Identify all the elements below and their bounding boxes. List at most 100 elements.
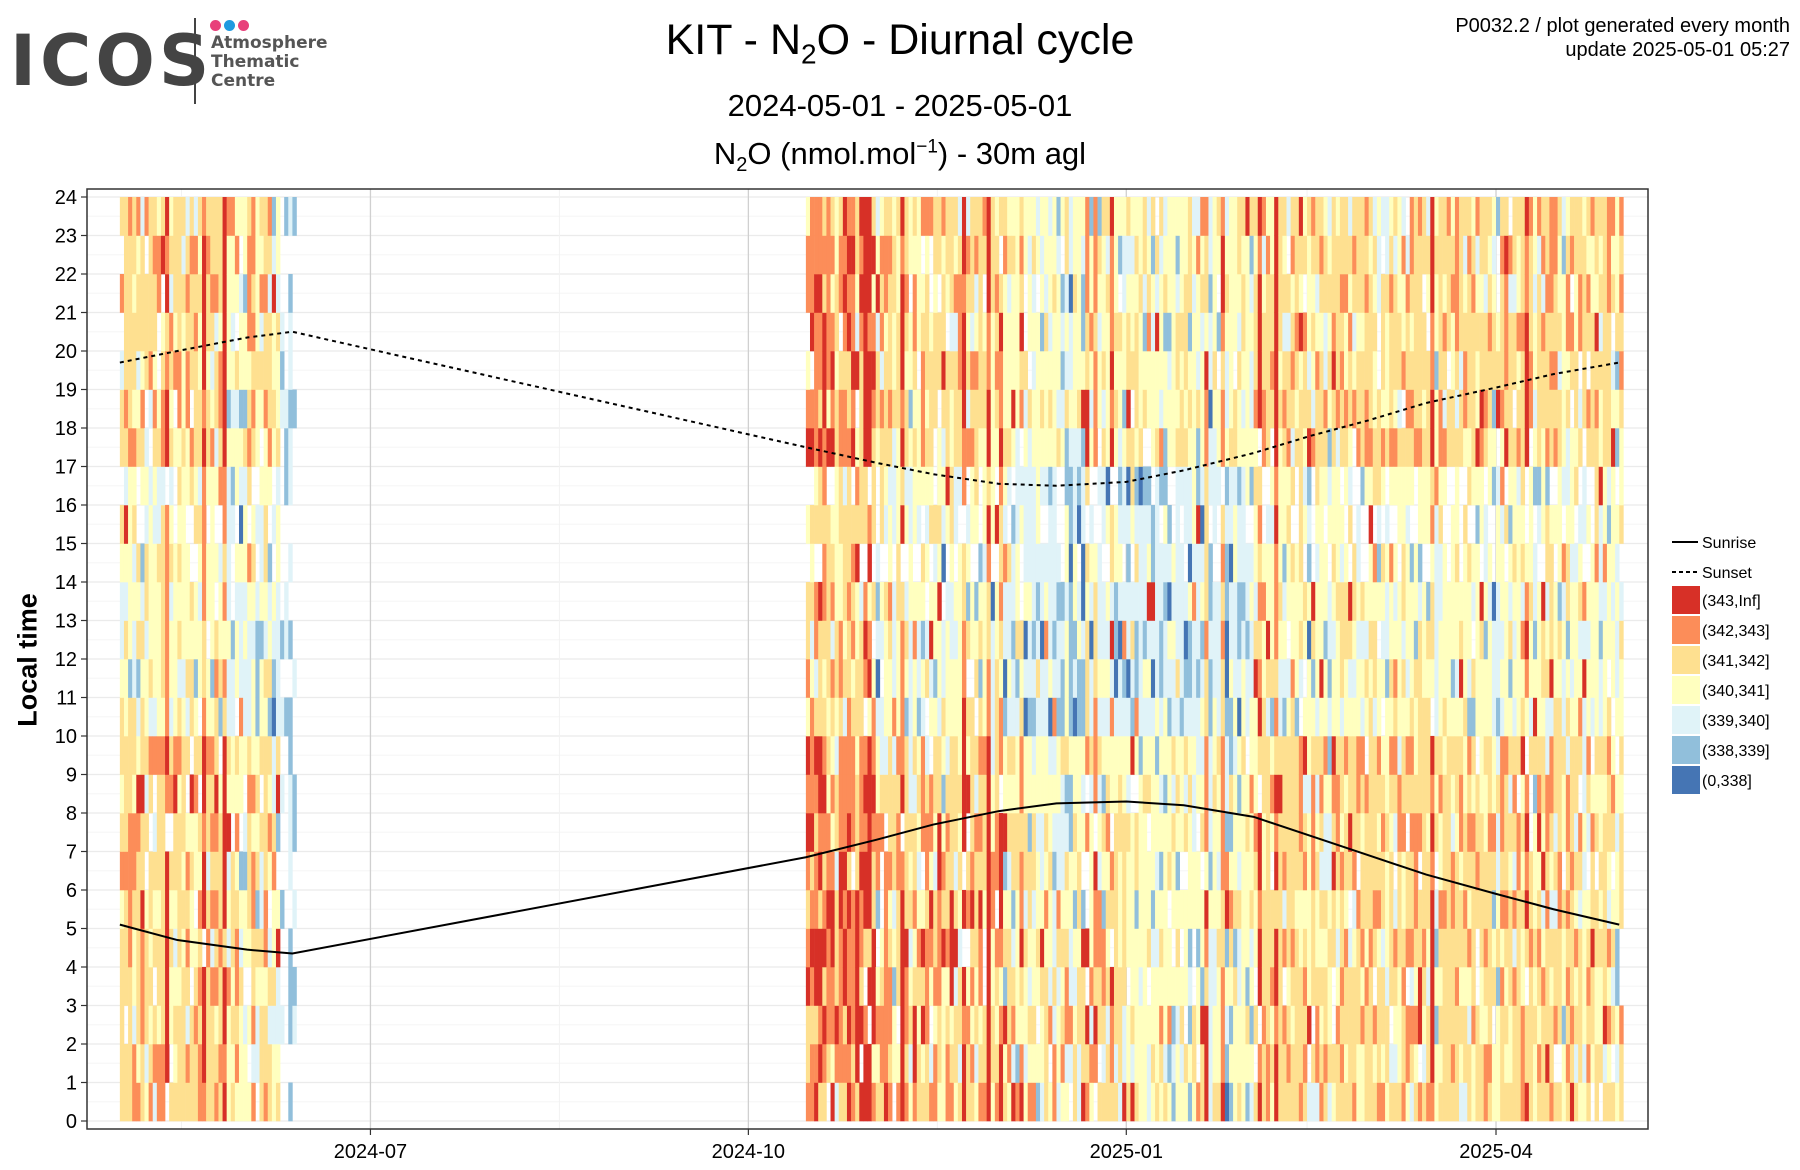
heatmap-cell <box>814 582 819 621</box>
heatmap-cell <box>1044 659 1049 698</box>
heatmap-cell <box>1257 890 1263 929</box>
heatmap-cell <box>1142 774 1148 814</box>
heatmap-cell <box>953 890 959 929</box>
heatmap-cell <box>1035 851 1041 891</box>
heatmap-cell <box>1450 351 1456 390</box>
heatmap-cell <box>1241 312 1246 352</box>
heatmap-cell <box>271 351 277 390</box>
heatmap-cell <box>1282 813 1287 852</box>
heatmap-cell <box>1216 1005 1222 1045</box>
heatmap-cell <box>1072 1082 1078 1122</box>
heatmap-cell <box>1261 543 1267 583</box>
heatmap-cell <box>238 505 244 544</box>
heatmap-cell <box>1360 928 1365 968</box>
heatmap-cell <box>859 813 864 852</box>
heatmap-cell <box>1171 1082 1176 1122</box>
heatmap-cell <box>1035 582 1041 621</box>
heatmap-cell <box>1311 235 1316 275</box>
heatmap-cell <box>805 582 811 621</box>
heatmap-cell <box>1155 697 1160 737</box>
heatmap-cell <box>271 1044 277 1083</box>
heatmap-cell <box>855 1082 860 1122</box>
heatmap-cell <box>1278 620 1283 660</box>
heatmap-cell <box>1253 428 1259 467</box>
heatmap-cell <box>838 967 844 1006</box>
heatmap-cell <box>826 197 831 236</box>
heatmap-cell <box>998 1044 1004 1083</box>
heatmap-cell <box>1150 389 1156 429</box>
heatmap-cell <box>912 1082 918 1122</box>
heatmap-cell <box>119 813 125 852</box>
heatmap-cell <box>1368 813 1374 852</box>
heatmap-cell <box>842 928 848 968</box>
heatmap-cell <box>173 620 178 660</box>
heatmap-cell <box>1450 274 1456 313</box>
heatmap-cell <box>1405 774 1411 814</box>
heatmap-cell <box>1327 697 1332 737</box>
heatmap-cell <box>933 543 938 583</box>
heatmap-cell <box>1491 967 1497 1006</box>
heatmap-cell <box>1216 890 1222 929</box>
heatmap-cell <box>1056 428 1061 467</box>
heatmap-cell <box>1315 389 1320 429</box>
heatmap-cell <box>1323 736 1328 775</box>
heatmap-cell <box>1315 890 1320 929</box>
heatmap-cell <box>961 1082 967 1122</box>
heatmap-cell <box>1356 928 1361 968</box>
heatmap-cell <box>1019 235 1024 275</box>
heatmap-cell <box>1290 543 1296 583</box>
heatmap-cell <box>1331 697 1337 737</box>
heatmap-cell <box>1422 351 1427 390</box>
heatmap-cell <box>1056 582 1061 621</box>
heatmap-cell <box>994 582 1000 621</box>
heatmap-cell <box>1516 928 1521 968</box>
heatmap-cell <box>189 1082 195 1122</box>
heatmap-cell <box>908 890 913 929</box>
heatmap-cell <box>128 312 133 352</box>
heatmap-cell <box>863 312 868 352</box>
heatmap-cell <box>970 928 975 968</box>
heatmap-cell <box>1417 774 1423 814</box>
heatmap-cell <box>123 543 129 583</box>
heatmap-cell <box>1249 428 1254 467</box>
heatmap-cell <box>1516 389 1521 429</box>
heatmap-cell <box>1417 890 1423 929</box>
heatmap-cell <box>1319 274 1324 313</box>
heatmap-cell <box>851 235 856 275</box>
heatmap-cell <box>1220 428 1226 467</box>
heatmap-cell <box>1261 235 1267 275</box>
heatmap-cell <box>1245 274 1250 313</box>
heatmap-cell <box>1446 736 1452 775</box>
heatmap-cell <box>1401 659 1406 698</box>
heatmap-cell <box>1163 890 1168 929</box>
heatmap-cell <box>1344 813 1349 852</box>
heatmap-cell <box>1023 466 1029 506</box>
heatmap-cell <box>1130 1082 1135 1122</box>
heatmap-cell <box>1401 813 1406 852</box>
heatmap-cell <box>267 428 273 467</box>
heatmap-cell <box>961 389 967 429</box>
heatmap-cell <box>1089 235 1094 275</box>
heatmap-cell <box>210 582 215 621</box>
heatmap-cell <box>1220 274 1226 313</box>
heatmap-cell <box>822 274 827 313</box>
heatmap-cell <box>1475 1005 1480 1045</box>
heatmap-cell <box>1520 197 1526 236</box>
heatmap-cell <box>1422 774 1427 814</box>
heatmap-cell <box>949 351 955 390</box>
heatmap-cell <box>1274 312 1279 352</box>
heatmap-cell <box>1385 543 1390 583</box>
heatmap-cell <box>1019 389 1024 429</box>
heatmap-cell <box>1360 851 1365 891</box>
heatmap-cell <box>123 928 129 968</box>
heatmap-cell <box>1397 389 1402 429</box>
heatmap-cell <box>267 1005 273 1045</box>
heatmap-cell <box>202 235 207 275</box>
heatmap-cell <box>863 389 868 429</box>
heatmap-cell <box>1044 697 1049 737</box>
heatmap-cell <box>888 274 893 313</box>
heatmap-cell <box>1134 813 1139 852</box>
heatmap-cell <box>851 505 856 544</box>
heatmap-cell <box>1532 813 1538 852</box>
heatmap-cell <box>280 312 285 352</box>
